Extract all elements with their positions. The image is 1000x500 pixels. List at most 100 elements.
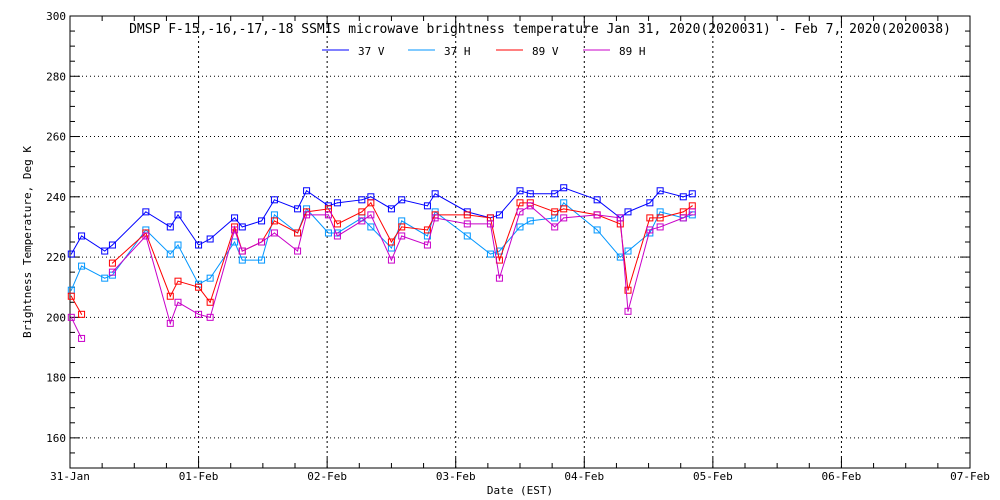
- data-point-center: [81, 265, 83, 267]
- data-point-center: [273, 232, 275, 234]
- data-point-89v: [166, 292, 174, 300]
- legend: 37 V 37 H 89 V 89 H: [322, 45, 646, 58]
- y-tick-label: 260: [46, 131, 66, 144]
- data-point-center: [370, 214, 372, 216]
- legend-label-37h: 37 H: [444, 45, 471, 58]
- data-point-center: [691, 211, 693, 213]
- data-point-center: [198, 286, 200, 288]
- data-point-89h: [593, 211, 601, 219]
- data-point-89h: [656, 223, 664, 231]
- data-point-37h: [593, 226, 601, 234]
- data-point-center: [619, 256, 621, 258]
- x-tick-label: 07-Feb: [950, 470, 990, 483]
- data-point-37v: [258, 217, 266, 225]
- series-89v: [67, 199, 696, 318]
- data-point-37v: [231, 214, 239, 222]
- data-point-center: [70, 316, 72, 318]
- data-point-center: [370, 196, 372, 198]
- data-point-37v: [270, 196, 278, 204]
- data-point-37v: [108, 241, 116, 249]
- data-point-center: [169, 295, 171, 297]
- data-point-center: [466, 235, 468, 237]
- data-point-89v: [78, 310, 86, 318]
- data-point-37h: [166, 250, 174, 258]
- data-point-center: [554, 193, 556, 195]
- data-point-37h: [463, 232, 471, 240]
- data-point-37v: [78, 232, 86, 240]
- data-point-center: [596, 229, 598, 231]
- data-point-89v: [358, 208, 366, 216]
- x-tick-label: 04-Feb: [564, 470, 604, 483]
- data-point-center: [234, 241, 236, 243]
- grid: [70, 16, 970, 468]
- data-point-center: [390, 259, 392, 261]
- data-point-89v: [195, 283, 203, 291]
- data-point-center: [627, 310, 629, 312]
- data-point-center: [489, 253, 491, 255]
- y-tick-label: 240: [46, 191, 66, 204]
- data-point-37v: [294, 205, 302, 213]
- data-point-89h: [195, 310, 203, 318]
- data-point-center: [498, 259, 500, 261]
- data-point-89h: [516, 208, 524, 216]
- data-point-center: [70, 295, 72, 297]
- data-point-center: [169, 322, 171, 324]
- data-point-center: [426, 229, 428, 231]
- data-point-center: [111, 271, 113, 273]
- data-point-89h: [526, 202, 534, 210]
- data-point-89v: [367, 199, 375, 207]
- data-point-center: [177, 301, 179, 303]
- data-point-center: [659, 190, 661, 192]
- series-37v: [67, 184, 696, 258]
- data-point-89v: [270, 217, 278, 225]
- data-point-89v: [333, 220, 341, 228]
- data-point-center: [306, 190, 308, 192]
- data-point-89h: [231, 226, 239, 234]
- data-point-37v: [387, 205, 395, 213]
- data-point-center: [529, 205, 531, 207]
- data-point-89v: [67, 292, 75, 300]
- data-point-37h: [324, 229, 332, 237]
- data-point-89v: [463, 211, 471, 219]
- data-point-89h: [560, 214, 568, 222]
- data-point-center: [177, 280, 179, 282]
- legend-label-89h: 89 H: [619, 45, 646, 58]
- data-point-37v: [679, 193, 687, 201]
- data-point-center: [691, 193, 693, 195]
- axis-ticks: 160 180 200 220 240 260 280 300 31-Jan 01-Feb 02-F…: [46, 10, 990, 483]
- x-tick-label: 31-Jan: [50, 470, 90, 483]
- data-point-37h: [238, 256, 246, 264]
- data-point-center: [519, 202, 521, 204]
- data-point-center: [81, 313, 83, 315]
- data-point-center: [81, 235, 83, 237]
- chart-title: DMSP F-15,-16,-17,-18 SSMIS microwave br…: [129, 22, 951, 37]
- data-point-37v: [560, 184, 568, 192]
- data-point-37h: [516, 223, 524, 231]
- data-point-center: [649, 217, 651, 219]
- data-point-center: [554, 211, 556, 213]
- data-point-center: [241, 226, 243, 228]
- data-point-89h: [142, 232, 150, 240]
- data-point-89h: [463, 220, 471, 228]
- data-point-37v: [688, 190, 696, 198]
- data-point-center: [563, 187, 565, 189]
- data-point-center: [627, 250, 629, 252]
- y-tick-label: 180: [46, 372, 66, 385]
- data-point-37v: [166, 223, 174, 231]
- y-tick-label: 220: [46, 251, 66, 264]
- legend-label-37v: 37 V: [358, 45, 385, 58]
- data-point-center: [336, 223, 338, 225]
- data-point-89h: [486, 220, 494, 228]
- data-point-center: [370, 226, 372, 228]
- data-point-89v: [656, 214, 664, 222]
- data-point-37v: [174, 211, 182, 219]
- data-point-center: [401, 199, 403, 201]
- data-point-center: [691, 205, 693, 207]
- data-point-89v: [206, 298, 214, 306]
- data-point-89v: [646, 214, 654, 222]
- x-axis-label: Date (EST): [487, 484, 553, 497]
- data-point-center: [327, 232, 329, 234]
- data-point-center: [426, 205, 428, 207]
- data-point-89h: [258, 238, 266, 246]
